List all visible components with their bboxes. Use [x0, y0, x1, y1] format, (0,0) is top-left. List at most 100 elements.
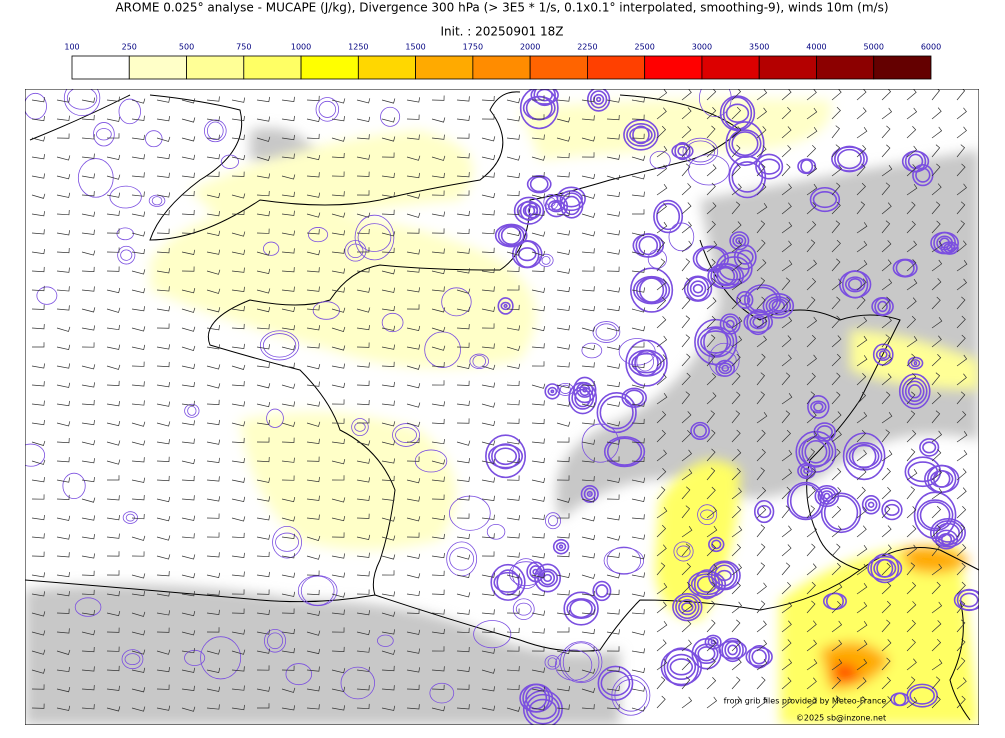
wind-barb [331, 399, 345, 405]
wind-barb [681, 221, 692, 234]
wind-barb [581, 609, 595, 615]
wind-barb [606, 421, 621, 427]
wind-barb [106, 591, 120, 597]
wind-barb [956, 260, 968, 272]
wind-barb [206, 96, 220, 102]
wind-barb [306, 630, 321, 636]
wind-barb [456, 115, 470, 121]
contour [693, 424, 707, 438]
wind-barb [56, 230, 70, 236]
wind-barb [656, 373, 667, 386]
wind-barb [956, 220, 965, 234]
wind-barb [406, 402, 421, 408]
wind-barb [781, 89, 792, 101]
wind-barb [81, 153, 95, 159]
contour [762, 292, 795, 319]
contour [878, 350, 888, 359]
wind-barb [881, 220, 891, 234]
contour [151, 196, 163, 206]
wind-barb [381, 136, 396, 142]
wind-barb [431, 666, 445, 672]
contour [184, 649, 206, 666]
contour [556, 382, 574, 396]
contour [867, 555, 903, 581]
wind-barb [856, 563, 868, 576]
contour [725, 121, 765, 167]
contour [344, 240, 367, 262]
wind-barb [381, 611, 396, 617]
wind-barb [606, 666, 620, 672]
wind-barb [731, 506, 742, 519]
wind-barb [81, 704, 95, 710]
wind-barb [531, 266, 545, 272]
wind-barb [656, 695, 666, 709]
wind-barb [956, 278, 968, 291]
wind-barb [481, 306, 496, 312]
wind-barb [156, 268, 170, 274]
wind-barb [306, 610, 321, 616]
wind-barb [881, 240, 892, 253]
wind-barb [456, 458, 470, 464]
wind-barb [256, 307, 271, 313]
wind-barb [331, 287, 346, 293]
wind-barb [181, 554, 196, 560]
wind-barb [631, 209, 645, 215]
contour [449, 495, 491, 531]
contour [629, 126, 653, 144]
wind-barb [156, 210, 170, 216]
wind-barb [731, 296, 742, 310]
wind-barb [431, 438, 445, 445]
wind-barb [781, 468, 793, 481]
wind-barb [56, 705, 71, 711]
wind-barb [181, 611, 196, 617]
wind-barb [356, 98, 371, 104]
wind-barb [881, 676, 891, 690]
wind-barb [31, 551, 45, 557]
wind-barb [931, 296, 941, 310]
wind-barb [31, 304, 45, 310]
wind-barb [356, 440, 371, 446]
wind-barb [181, 307, 196, 313]
wind-barb [406, 325, 421, 332]
wind-barb [956, 354, 968, 367]
contour [62, 472, 86, 500]
wind-barb [931, 601, 943, 614]
wind-barb [756, 543, 766, 557]
wind-barb [131, 172, 145, 178]
contour [569, 598, 593, 619]
wind-barb [131, 344, 146, 350]
wind-barb [906, 525, 917, 538]
wind-barb [881, 467, 891, 481]
colorbar-label: 1250 [348, 43, 368, 52]
wind-barb [281, 286, 295, 292]
wind-barb [31, 630, 46, 636]
wind-barb [781, 163, 791, 177]
contour [187, 405, 197, 416]
wind-barb [656, 429, 666, 443]
contour [753, 499, 775, 524]
wind-barb [406, 172, 420, 179]
wind-barb [881, 182, 891, 196]
wind-barb [531, 686, 546, 692]
wind-barb [156, 649, 171, 655]
wind-barb [681, 429, 692, 443]
wind-barb [81, 211, 96, 217]
wind-barb [206, 590, 220, 596]
wind-barb [81, 646, 95, 653]
wind-barb [81, 307, 96, 313]
wind-barb [406, 553, 421, 559]
contour [847, 278, 863, 291]
wind-barb [156, 516, 171, 522]
wind-barb [831, 164, 843, 177]
wind-barb [406, 704, 420, 710]
wind-barb [106, 646, 120, 652]
wind-barb [131, 400, 145, 406]
wind-barb [56, 628, 70, 634]
wind-barb [856, 126, 868, 139]
wind-barb [331, 592, 346, 598]
wind-barb [256, 96, 270, 103]
wind-barb [31, 494, 45, 500]
wind-barb [256, 589, 270, 595]
contour [718, 362, 733, 375]
contour [904, 380, 925, 403]
